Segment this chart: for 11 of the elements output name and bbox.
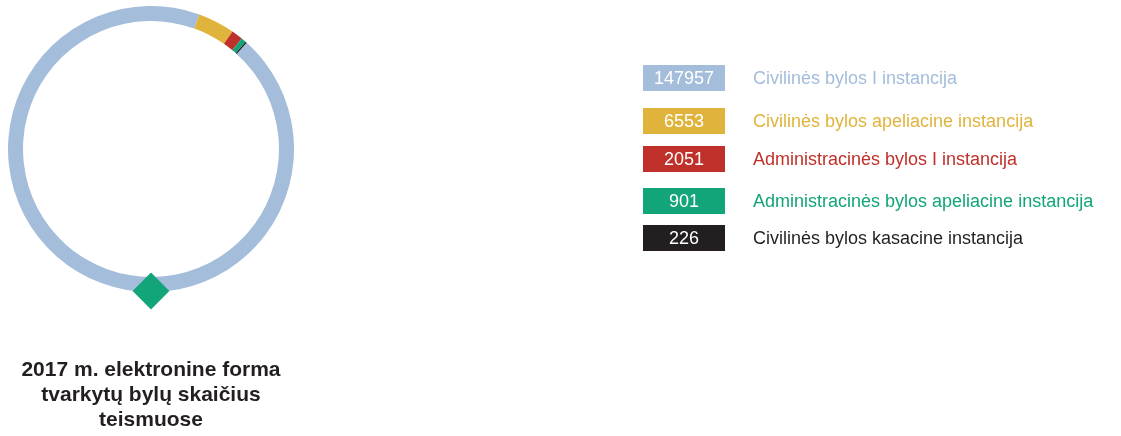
legend-label: Civilinės bylos kasacine instancija — [753, 227, 1024, 249]
data-label: 147957 — [643, 65, 725, 91]
data-label: 901 — [643, 188, 725, 214]
data-label: 226 — [643, 225, 725, 251]
legend-label: Administracinės bylos I instancija — [753, 148, 1018, 170]
legend-label: Administracinės bylos apeliacine instancija — [753, 190, 1094, 212]
data-label: 2051 — [643, 146, 725, 172]
text: 2017 m. elektronine forma tvarkytų bylų skaičius teismuose — [21, 356, 281, 431]
data-label: 6553 — [643, 108, 725, 134]
legend-label: Civilinės bylos I instancija — [753, 67, 958, 89]
legend-label: Civilinės bylos apeliacine instancija — [753, 110, 1034, 132]
